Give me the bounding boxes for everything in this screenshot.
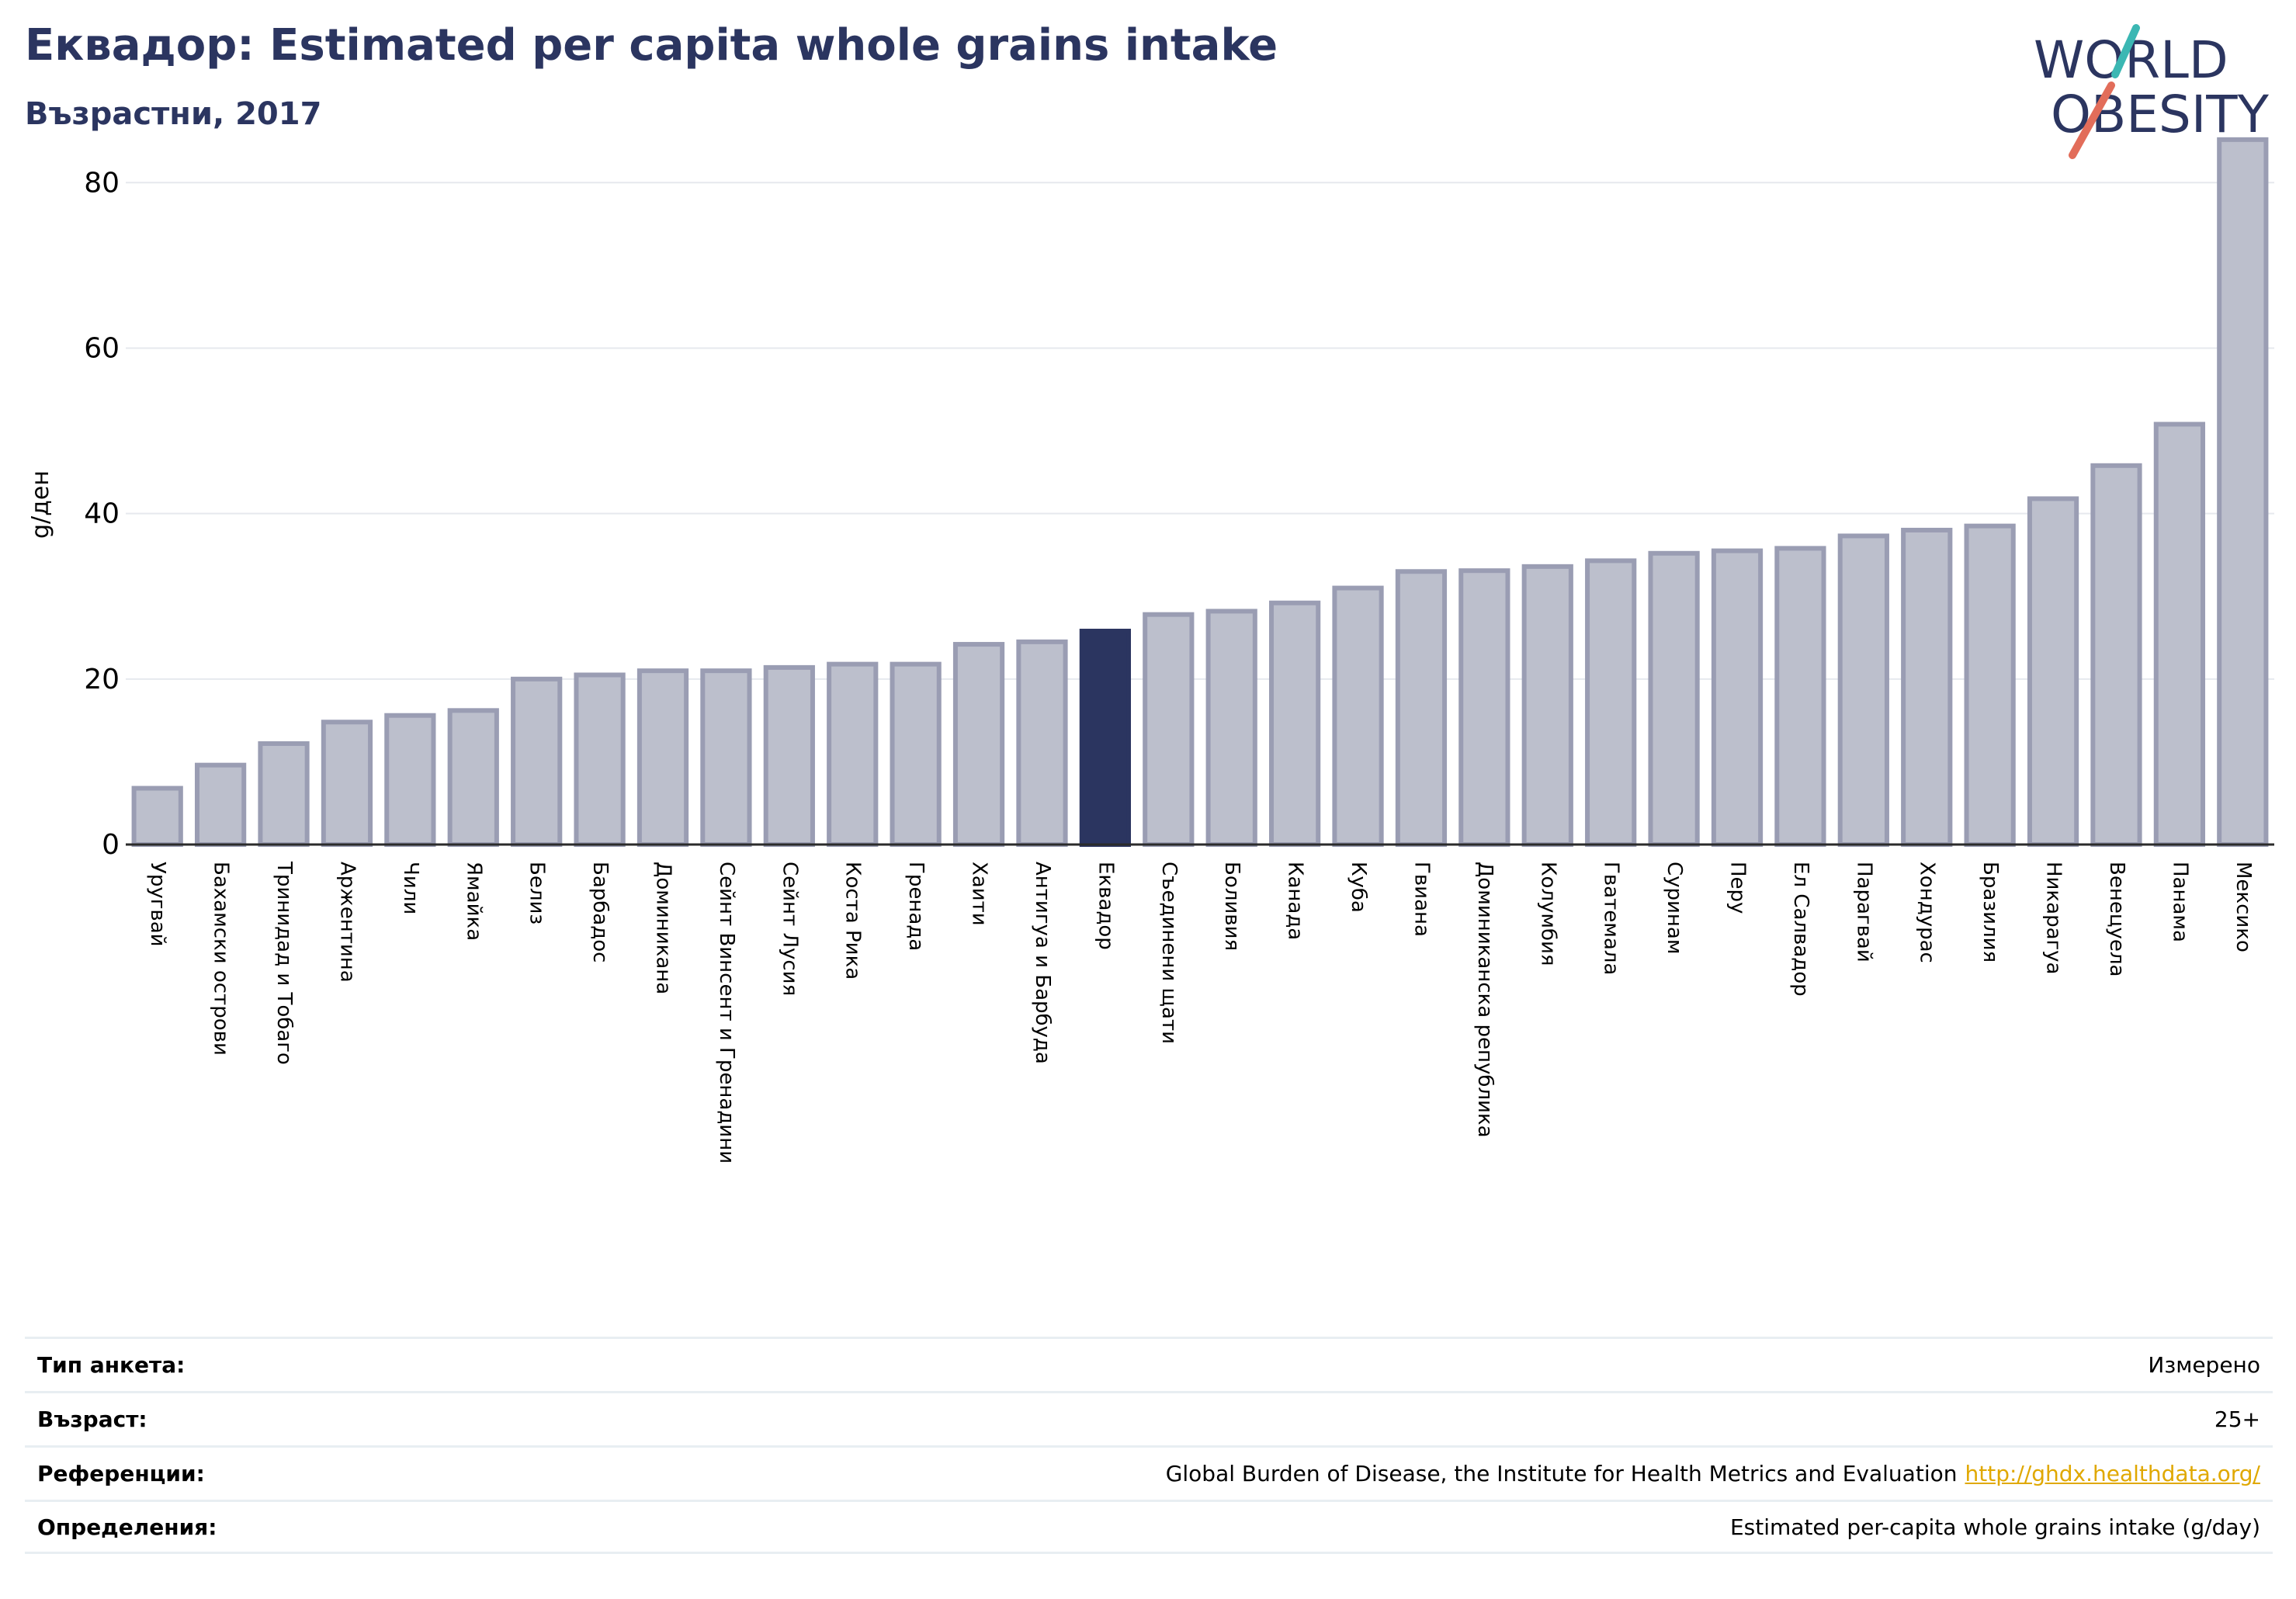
x-tick-label: Куба — [1347, 862, 1370, 913]
x-tick-label: Венецуела — [2105, 862, 2128, 976]
x-tick-label: Съединени щати — [1157, 862, 1181, 1044]
x-tick-label: Чили — [399, 862, 422, 914]
x-tick-label: Гвиана — [1410, 862, 1433, 937]
x-tick-label: Белиз — [525, 862, 549, 924]
bar — [1458, 568, 1510, 847]
bar — [447, 708, 499, 848]
bar — [890, 661, 942, 848]
info-table: Тип анкета: Измерено Възраст: 25+ Рефере… — [25, 1337, 2273, 1554]
x-tick-label: Канада — [1284, 862, 1307, 940]
bar — [194, 762, 247, 847]
info-label: Тип анкета: — [37, 1352, 186, 1378]
bar — [1774, 546, 1826, 847]
x-tick-label: Сейнт Винсент и Гренадини — [715, 862, 738, 1164]
x-tick-label: Суринам — [1663, 862, 1686, 955]
info-label: Определения: — [37, 1514, 217, 1540]
bar — [1016, 639, 1068, 848]
info-row-references: Референции: Global Burden of Disease, th… — [25, 1445, 2273, 1500]
x-tick-label: Ел Салвадор — [1789, 862, 1812, 997]
x-tick-label: Панама — [2168, 862, 2191, 942]
x-tick-label: Ямайка — [462, 862, 485, 941]
bar — [1143, 612, 1195, 847]
info-value: Измерено — [2148, 1352, 2260, 1378]
info-label: Възраст: — [37, 1406, 147, 1432]
bar — [952, 642, 1005, 847]
info-value: Global Burden of Disease, the Institute … — [1165, 1461, 1958, 1486]
bar — [1837, 533, 1889, 847]
page-subtitle: Възрастни, 2017 — [25, 96, 322, 132]
x-tick-label: Парагвай — [1852, 862, 1875, 963]
bar — [2153, 421, 2206, 847]
bar — [1079, 628, 1132, 848]
bar — [1268, 600, 1321, 847]
bar — [1711, 548, 1764, 848]
bar — [827, 661, 879, 848]
x-tick-label: Еквадор — [1094, 862, 1117, 950]
bar — [511, 676, 563, 847]
page-title: Еквадор: Estimated per capita whole grai… — [25, 20, 1278, 71]
y-tick-label: 80 — [84, 167, 120, 199]
x-tick-label: Бахамски острови — [210, 862, 233, 1056]
bar — [2217, 137, 2269, 847]
bar — [1332, 585, 1384, 847]
info-value: 25+ — [2214, 1406, 2260, 1432]
logo-slash-teal — [2111, 24, 2140, 78]
bar — [131, 786, 183, 848]
info-row-definitions: Определения: Estimated per-capita whole … — [25, 1500, 2273, 1554]
bar — [1964, 523, 2016, 847]
y-tick-label: 20 — [84, 664, 120, 695]
bar — [2090, 463, 2142, 848]
bar — [636, 668, 689, 848]
y-tick-label: 40 — [84, 498, 120, 530]
x-tick-label: Аржентина — [335, 862, 359, 983]
bar — [574, 672, 626, 848]
x-tick-label: Доминикана — [652, 862, 675, 994]
bars — [131, 137, 2269, 848]
info-value-group: Global Burden of Disease, the Institute … — [1166, 1461, 2260, 1486]
x-tick-label: Барбадос — [588, 862, 612, 963]
x-tick-label: Мексико — [2232, 862, 2255, 952]
x-tick-label: Тринидад и Тобаго — [272, 861, 296, 1065]
info-row-age: Възраст: 25+ — [25, 1391, 2273, 1445]
bar — [1521, 564, 1573, 847]
info-row-survey-type: Тип анкета: Измерено — [25, 1337, 2273, 1391]
info-label: Референции: — [37, 1461, 205, 1486]
bar — [1395, 569, 1448, 847]
x-tick-label: Доминиканска република — [1473, 862, 1497, 1138]
x-tick-label: Сейнт Лусия — [778, 862, 801, 996]
bar — [384, 713, 436, 848]
world-obesity-logo: WORLD OBESITY — [2034, 24, 2270, 159]
x-tick-label: Бразилия — [1979, 862, 2002, 963]
x-tick-label: Колумбия — [1536, 862, 1559, 966]
y-tick-label: 60 — [84, 332, 120, 364]
x-axis-ticks: Уругвай Бахамски острови Тринидад и Тобаго… — [146, 861, 2255, 1164]
bar — [1901, 527, 1953, 847]
y-axis-ticks: 0 20 40 60 80 — [84, 167, 120, 861]
x-tick-label: Хондурас — [1916, 862, 1939, 963]
bar — [1585, 558, 1637, 847]
bar — [258, 741, 310, 848]
x-tick-label: Боливия — [1220, 862, 1243, 951]
x-tick-label: Хаити — [968, 862, 991, 926]
info-value: Estimated per-capita whole grains intake… — [1729, 1514, 2260, 1540]
bar — [1648, 550, 1700, 847]
y-axis-label: g/ден — [27, 470, 54, 539]
x-tick-label: Коста Рика — [841, 862, 865, 980]
bar — [2027, 496, 2079, 847]
y-tick-label: 0 — [102, 829, 120, 861]
bar — [700, 668, 752, 848]
bar — [321, 720, 373, 848]
x-tick-label: Антигуа и Барбуда — [1031, 862, 1054, 1064]
x-tick-label: Гренада — [904, 862, 928, 951]
x-tick-label: Уругвай — [146, 862, 169, 947]
reference-link[interactable]: http://ghdx.healthdata.org/ — [1965, 1461, 2260, 1486]
bar — [763, 664, 815, 847]
x-tick-label: Гватемала — [1600, 862, 1623, 975]
logo-slash-coral — [2069, 82, 2115, 159]
bar-chart: 0 20 40 60 80 Уругвай Бахамски острови Тринида… — [27, 137, 2274, 1164]
x-tick-label: Перу — [1726, 862, 1750, 914]
x-tick-label: Никарагуа — [2042, 862, 2065, 975]
bar — [1205, 609, 1257, 847]
